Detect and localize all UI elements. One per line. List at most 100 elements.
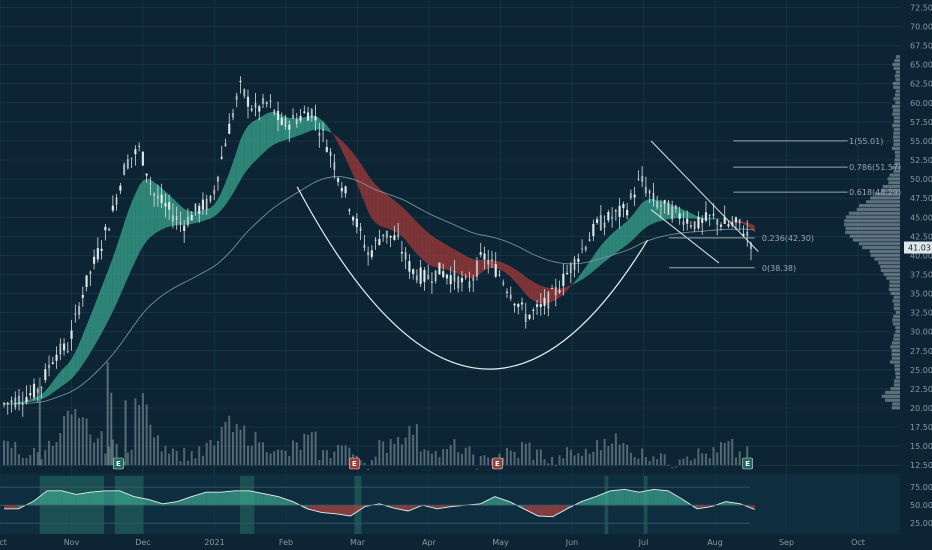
cup-curve [296, 186, 649, 370]
ema-band-segment [285, 116, 290, 141]
time-tick-label: Aug [707, 538, 723, 547]
ema-band-segment [728, 220, 733, 222]
ema-band-segment [169, 194, 173, 227]
volume-bar [521, 441, 524, 466]
oscillator-fill [32, 490, 48, 506]
time-tick-label: Sep [779, 538, 794, 547]
ema-band-segment [416, 221, 421, 258]
candle-body [629, 193, 632, 199]
volume-bar [588, 453, 591, 466]
volume-profile-bar [845, 226, 900, 231]
volume-profile-bar [893, 116, 900, 120]
volume-profile-bar [893, 97, 900, 101]
oscillator-tick-label: 50.00 [910, 501, 932, 510]
candle-body [528, 314, 531, 319]
volume-profile-bar [870, 196, 900, 200]
volume-bar [295, 442, 298, 466]
ema-band-segment [345, 144, 350, 167]
candle-body [145, 173, 148, 176]
ema-band-segment [709, 218, 714, 220]
candle-body [445, 274, 449, 279]
ema-band-segment [341, 140, 346, 159]
volume-profile-bar [893, 108, 900, 112]
volume-bar [190, 451, 193, 466]
time-tick-label: May [492, 538, 509, 547]
volume-bar [63, 415, 66, 466]
volume-bar [479, 455, 482, 466]
candle-body [280, 117, 283, 125]
volume-bar [423, 449, 426, 466]
volume-bar [288, 456, 291, 466]
volume-profile-bar [885, 398, 900, 402]
volume-bar [186, 460, 189, 466]
ema-band-segment [300, 117, 305, 135]
volume-bar [303, 433, 306, 466]
candle-body [198, 205, 201, 214]
candle-body [32, 383, 36, 398]
price-tick-label: 40.00 [910, 251, 932, 260]
volume-bar [382, 441, 385, 466]
volume-bar [611, 443, 614, 466]
volume-profile-bar [878, 261, 900, 265]
volume-bar [29, 454, 32, 466]
ema-band-segment [244, 125, 248, 175]
candle-body [479, 252, 482, 255]
ema-band-segment [529, 279, 534, 301]
ema-band-segment [484, 259, 489, 271]
candle-body [573, 258, 576, 270]
volume-profile-bar [893, 383, 900, 387]
volume-profile-bar [895, 310, 900, 315]
oscillator-fill [321, 505, 337, 514]
ema-band-segment [383, 191, 387, 229]
ema-band-segment [105, 267, 110, 327]
time-tick-label: Feb [279, 538, 293, 547]
ema-band-segment [210, 204, 215, 219]
volume-bar [106, 362, 109, 466]
candle-body [254, 102, 257, 108]
candle-body [697, 216, 700, 229]
price-tick-label: 57.50 [910, 118, 932, 127]
ema-band-segment [413, 218, 417, 254]
volume-bar [468, 446, 471, 466]
ema-band-segment [356, 158, 361, 193]
candle-body [62, 343, 66, 351]
volume-bar [141, 393, 144, 466]
volume-profile-bar [874, 257, 900, 261]
candle-body [464, 276, 467, 278]
ema-band-segment [34, 396, 38, 402]
candle-body [412, 269, 415, 275]
ema-band-segment [180, 205, 185, 226]
candle-body [565, 272, 569, 275]
oscillator-fill [494, 496, 510, 506]
candle-body [40, 387, 43, 389]
volume-profile-bar [895, 78, 900, 82]
volume-profile-bar [895, 55, 900, 59]
volume-profile-bar [883, 272, 900, 276]
candle-body [539, 304, 542, 307]
volume-profile-bar [895, 371, 900, 376]
oscillator-fill [206, 492, 221, 506]
candle-body [164, 202, 167, 207]
ema-band-segment [585, 261, 590, 277]
oscillator-fill [523, 505, 539, 516]
oscillator-fill [61, 490, 77, 506]
volume-bar [584, 448, 587, 466]
ema-band-segment [409, 214, 414, 250]
candle-body [614, 210, 617, 212]
ema-band-segment [548, 287, 553, 303]
ema-band-segment [97, 287, 102, 341]
ema-band-segment [713, 218, 718, 220]
volume-bar [427, 450, 430, 466]
candle-body [81, 294, 84, 298]
volume-profile-bar [889, 360, 900, 364]
price-tick-label: 35.00 [910, 290, 932, 299]
volume-profile-bar [874, 192, 900, 196]
ema-band-segment [270, 112, 275, 147]
candle-body [588, 239, 591, 242]
volume-bar [205, 442, 208, 466]
volume-bar [397, 437, 400, 466]
price-tick-label: 22.50 [910, 385, 932, 394]
volume-bar [344, 445, 347, 466]
ema-band-segment [649, 199, 654, 226]
